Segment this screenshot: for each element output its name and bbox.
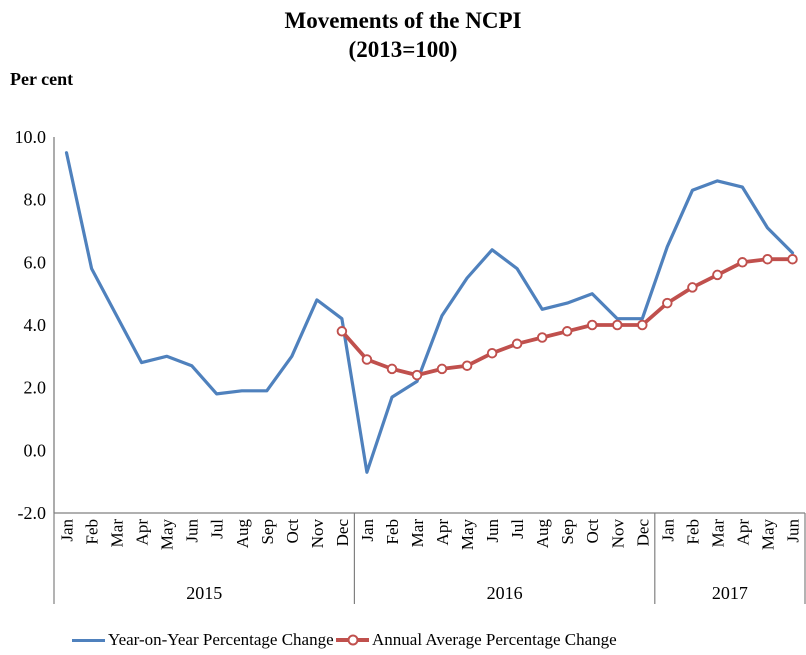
- annual-average-marker-icon: [737, 257, 748, 268]
- y-axis-tick-label: 4.0: [24, 315, 47, 335]
- annual-average-marker-icon: [436, 363, 448, 375]
- chart-legend: Year-on-Year Percentage Change Annual Av…: [0, 626, 806, 654]
- y-axis-tick-label: 8.0: [24, 190, 47, 210]
- x-axis-month-label: Oct: [583, 519, 602, 544]
- annual-average-marker-icon: [511, 338, 523, 350]
- annual-average-marker-icon: [461, 360, 473, 371]
- annual-average-marker-icon: [386, 363, 398, 375]
- annual-average-series-line: [339, 257, 795, 378]
- annual-average-marker-icon: [687, 282, 698, 293]
- annual-average-marker-icon: [712, 269, 723, 281]
- x-axis-month-label: Feb: [383, 519, 402, 545]
- y-axis-tick-label: 0.0: [24, 440, 47, 460]
- yoy-series-line: [64, 151, 795, 474]
- annual-average-marker-icon: [612, 319, 623, 331]
- x-axis-month-label: Oct: [283, 519, 302, 544]
- x-axis-month-label: Apr: [433, 519, 452, 546]
- x-axis-month-label: Jul: [508, 519, 527, 539]
- x-axis-month-label: Feb: [683, 519, 702, 545]
- annual-average-line-swatch-icon: [336, 634, 369, 646]
- x-axis-month-label: Feb: [83, 519, 102, 545]
- annual-average-marker-icon: [536, 332, 548, 343]
- x-axis-month-label: Jan: [358, 519, 377, 542]
- y-axis-tick-label: 2.0: [24, 378, 47, 398]
- x-axis-month-label: May: [158, 519, 177, 551]
- x-axis-month-label: Nov: [608, 519, 627, 549]
- circle-marker-icon: [347, 634, 358, 646]
- x-axis-year-label: 2016: [487, 583, 523, 603]
- x-axis-month-label: Sep: [258, 519, 277, 545]
- annual-average-marker-icon: [662, 297, 673, 309]
- y-axis-tick-label: 6.0: [24, 252, 47, 272]
- legend-item-annual-average: Annual Average Percentage Change: [336, 626, 617, 654]
- annual-average-marker-icon: [336, 326, 348, 337]
- annual-average-marker-icon: [787, 253, 798, 265]
- x-axis-month-label: Dec: [333, 519, 352, 547]
- x-axis-month-label: Nov: [308, 519, 327, 549]
- annual-average-marker-icon: [486, 347, 498, 359]
- annual-average-marker-icon: [586, 319, 598, 331]
- x-axis-month-label: Mar: [708, 519, 727, 548]
- legend-item-year-on-year: Year-on-Year Percentage Change: [72, 626, 334, 654]
- x-axis-month-label: Jan: [58, 519, 77, 542]
- x-axis-month-label: Mar: [408, 519, 427, 548]
- chart-title-line1: Movements of the NCPI: [284, 8, 522, 33]
- y-axis-tick-label: 10.0: [15, 127, 47, 147]
- x-axis-month-label: Jan: [658, 519, 677, 542]
- x-axis-year-label: 2017: [712, 583, 748, 603]
- chart-title-line2: (2013=100): [348, 37, 458, 62]
- annual-average-marker-icon: [561, 326, 573, 337]
- x-axis-month-label: Sep: [558, 519, 577, 545]
- annual-average-marker-icon: [361, 354, 373, 365]
- x-axis-month-label: May: [458, 519, 477, 551]
- x-axis-month-label: Jul: [208, 519, 227, 539]
- x-axis-month-label: Dec: [633, 519, 652, 547]
- x-axis-month-label: Jun: [183, 519, 202, 543]
- x-axis-month-label: May: [758, 519, 777, 551]
- annual-average-marker-icon: [411, 369, 423, 381]
- x-axis-month-label: Jun: [783, 519, 802, 543]
- x-axis-month-label: Aug: [533, 519, 552, 549]
- legend-label-year-on-year: Year-on-Year Percentage Change: [108, 630, 334, 649]
- x-axis-month-label: Apr: [133, 519, 152, 546]
- annual-average-marker-icon: [762, 253, 773, 265]
- x-axis-month-label: Mar: [108, 519, 127, 548]
- x-axis-month-label: Jun: [483, 519, 502, 543]
- y-axis-unit-label: Per cent: [10, 69, 74, 89]
- annual-average-marker-icon: [637, 319, 648, 331]
- y-axis-tick-label: -2.0: [18, 503, 47, 523]
- x-axis-month-label: Aug: [233, 519, 252, 549]
- x-axis-month-label: Apr: [733, 519, 752, 546]
- legend-label-annual-average: Annual Average Percentage Change: [372, 630, 617, 649]
- x-axis-year-label: 2015: [186, 583, 222, 603]
- yoy-line-swatch-icon: [72, 638, 105, 642]
